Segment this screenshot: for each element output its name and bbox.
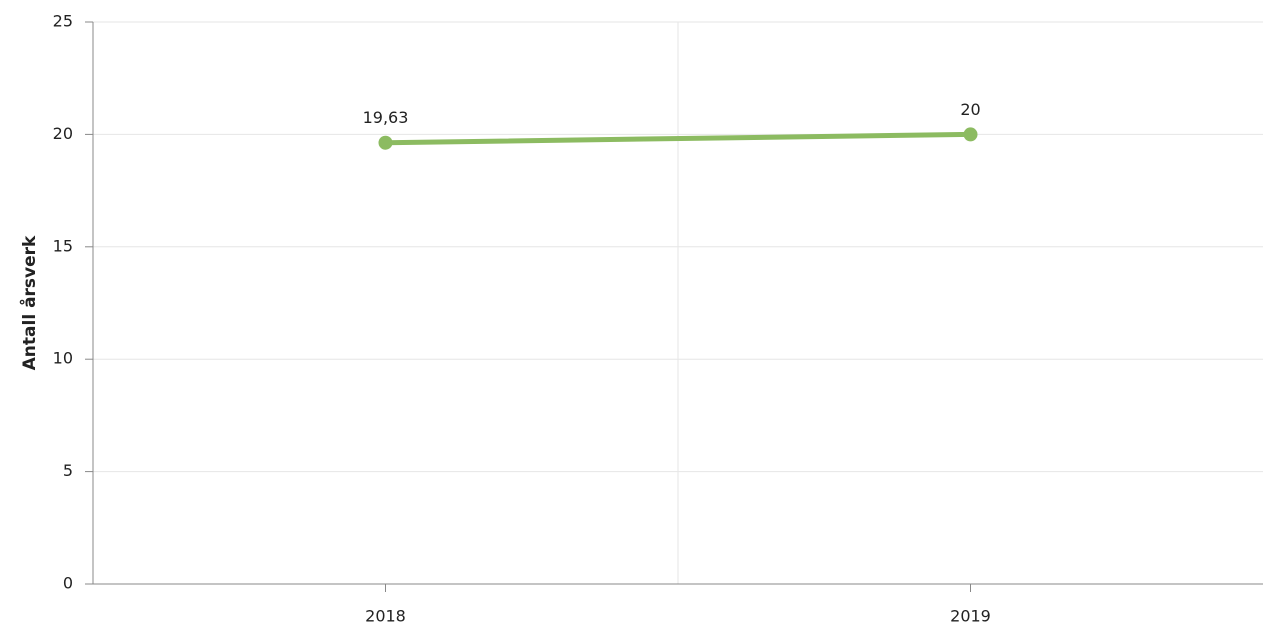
line [383, 131, 973, 146]
y-tick-label: 0 [63, 574, 73, 593]
data-label: 20 [960, 100, 980, 119]
y-tick-label: 5 [63, 461, 73, 480]
x-tick-label: 2018 [365, 607, 406, 626]
y-tick-label: 25 [53, 12, 73, 31]
y-tick-label: 15 [53, 236, 73, 255]
marker [378, 135, 393, 150]
y-tick-label: 10 [53, 349, 73, 368]
data-label: 19,63 [363, 108, 409, 127]
marker [963, 127, 978, 142]
y-tick-label: 20 [53, 124, 73, 143]
y-axis-label: Antall årsverk [18, 235, 40, 370]
x-tick-label: 2019 [950, 607, 991, 626]
